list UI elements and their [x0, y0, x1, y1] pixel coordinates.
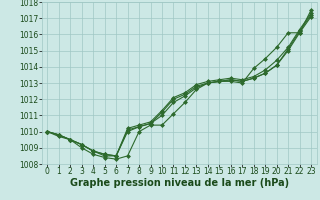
X-axis label: Graphe pression niveau de la mer (hPa): Graphe pression niveau de la mer (hPa) — [70, 178, 289, 188]
